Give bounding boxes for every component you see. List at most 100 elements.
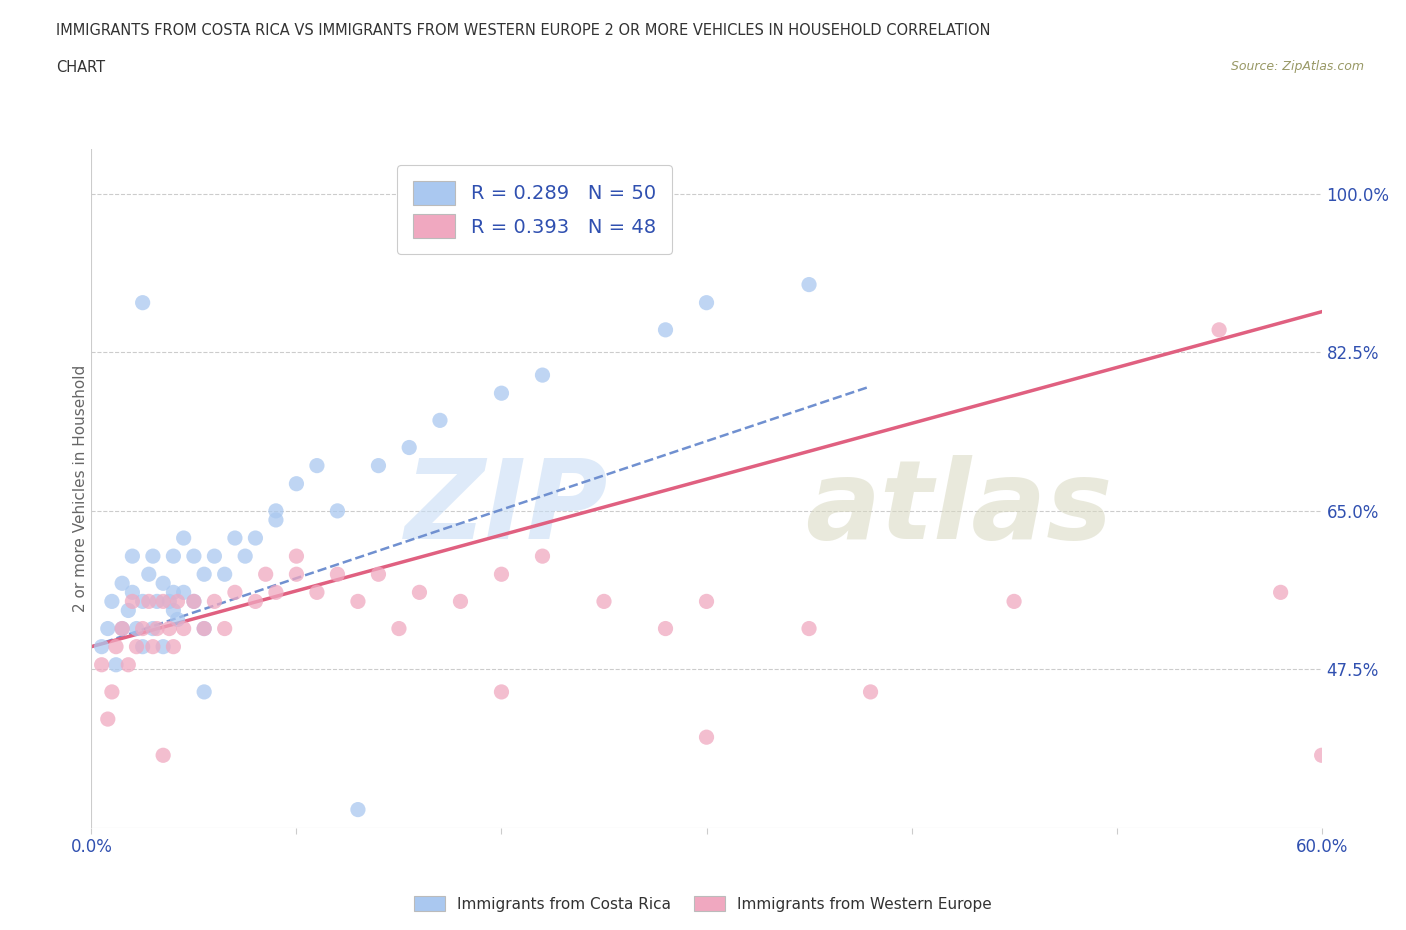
Point xyxy=(105,639,127,654)
Point xyxy=(264,585,287,600)
Point xyxy=(305,585,328,600)
Point xyxy=(264,503,287,518)
Text: CHART: CHART xyxy=(56,60,105,75)
Point xyxy=(654,621,676,636)
Point xyxy=(202,594,225,609)
Point xyxy=(131,621,153,636)
Point xyxy=(111,621,134,636)
Point xyxy=(193,684,215,699)
Point xyxy=(285,566,308,581)
Point xyxy=(146,594,169,609)
Point xyxy=(173,585,195,600)
Point xyxy=(193,621,215,636)
Point xyxy=(285,549,308,564)
Point xyxy=(142,621,165,636)
Point xyxy=(162,549,184,564)
Y-axis label: 2 or more Vehicles in Household: 2 or more Vehicles in Household xyxy=(73,365,87,612)
Point xyxy=(449,594,471,609)
Point xyxy=(146,621,169,636)
Text: ZIP: ZIP xyxy=(405,455,607,562)
Text: IMMIGRANTS FROM COSTA RICA VS IMMIGRANTS FROM WESTERN EUROPE 2 OR MORE VEHICLES : IMMIGRANTS FROM COSTA RICA VS IMMIGRANTS… xyxy=(56,23,991,38)
Legend: Immigrants from Costa Rica, Immigrants from Western Europe: Immigrants from Costa Rica, Immigrants f… xyxy=(408,889,998,918)
Point xyxy=(105,658,127,672)
Point xyxy=(152,594,174,609)
Point xyxy=(347,803,370,817)
Point xyxy=(245,594,267,609)
Point xyxy=(491,566,513,581)
Point xyxy=(183,549,205,564)
Point xyxy=(138,594,160,609)
Point xyxy=(131,639,153,654)
Point xyxy=(193,621,215,636)
Point xyxy=(695,295,717,310)
Point xyxy=(429,413,451,428)
Point xyxy=(121,549,143,564)
Point xyxy=(166,594,188,609)
Point xyxy=(305,458,328,473)
Point xyxy=(152,576,174,591)
Point xyxy=(367,458,389,473)
Point xyxy=(408,585,430,600)
Point xyxy=(131,295,153,310)
Point xyxy=(90,658,112,672)
Point xyxy=(1002,594,1025,609)
Point xyxy=(97,711,120,726)
Point xyxy=(797,621,820,636)
Point xyxy=(233,549,256,564)
Point xyxy=(142,549,165,564)
Point xyxy=(347,594,370,609)
Point xyxy=(326,503,349,518)
Point xyxy=(398,440,420,455)
Point xyxy=(131,594,153,609)
Point xyxy=(1208,323,1230,338)
Point xyxy=(695,730,717,745)
Point xyxy=(125,621,148,636)
Point xyxy=(224,531,246,546)
Point xyxy=(183,594,205,609)
Point xyxy=(214,621,236,636)
Point xyxy=(173,531,195,546)
Point xyxy=(254,566,277,581)
Point xyxy=(125,639,148,654)
Point xyxy=(695,594,717,609)
Point xyxy=(285,476,308,491)
Point xyxy=(193,566,215,581)
Point xyxy=(121,585,143,600)
Point xyxy=(173,621,195,636)
Point xyxy=(183,594,205,609)
Point xyxy=(111,621,134,636)
Point xyxy=(326,566,349,581)
Point xyxy=(97,621,120,636)
Point xyxy=(157,621,180,636)
Point xyxy=(245,531,267,546)
Point xyxy=(593,594,616,609)
Point xyxy=(121,594,143,609)
Point xyxy=(531,549,554,564)
Point xyxy=(531,367,554,382)
Point xyxy=(491,386,513,401)
Point xyxy=(202,549,225,564)
Point xyxy=(162,603,184,618)
Point xyxy=(654,323,676,338)
Point xyxy=(859,684,882,699)
Point xyxy=(367,566,389,581)
Point xyxy=(142,639,165,654)
Point xyxy=(162,585,184,600)
Legend: R = 0.289   N = 50, R = 0.393   N = 48: R = 0.289 N = 50, R = 0.393 N = 48 xyxy=(396,166,672,254)
Text: Source: ZipAtlas.com: Source: ZipAtlas.com xyxy=(1230,60,1364,73)
Point xyxy=(388,621,411,636)
Point xyxy=(117,658,139,672)
Text: atlas: atlas xyxy=(804,455,1112,562)
Point xyxy=(111,576,134,591)
Point xyxy=(214,566,236,581)
Point xyxy=(117,603,139,618)
Point xyxy=(152,748,174,763)
Point xyxy=(101,684,124,699)
Point xyxy=(491,684,513,699)
Point xyxy=(138,566,160,581)
Point xyxy=(264,512,287,527)
Point xyxy=(224,585,246,600)
Point xyxy=(1270,585,1292,600)
Point xyxy=(157,594,180,609)
Point xyxy=(101,594,124,609)
